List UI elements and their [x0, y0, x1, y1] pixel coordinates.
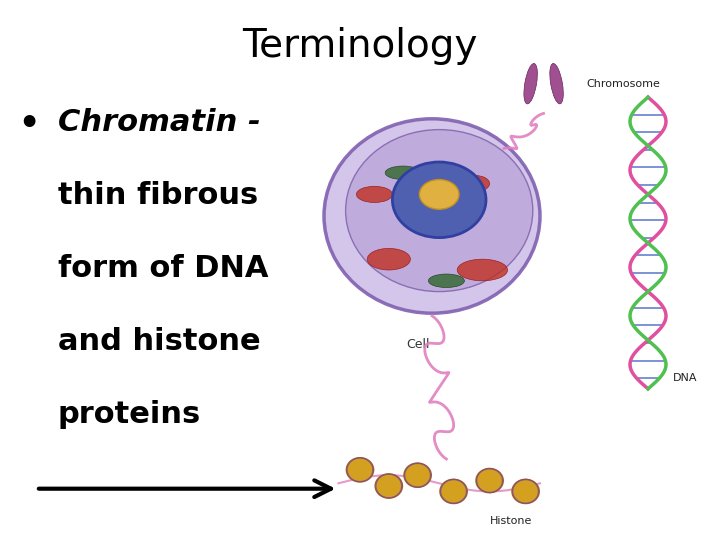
- Ellipse shape: [550, 64, 563, 104]
- Ellipse shape: [512, 480, 539, 503]
- Ellipse shape: [385, 166, 421, 179]
- Text: DNA: DNA: [673, 373, 698, 383]
- Ellipse shape: [346, 130, 533, 292]
- Ellipse shape: [550, 64, 563, 104]
- Ellipse shape: [367, 248, 410, 270]
- Ellipse shape: [524, 64, 537, 104]
- Ellipse shape: [419, 179, 459, 209]
- Ellipse shape: [461, 176, 490, 192]
- Ellipse shape: [524, 64, 537, 104]
- Ellipse shape: [375, 474, 402, 498]
- Text: form of DNA: form of DNA: [58, 254, 268, 283]
- Text: and histone: and histone: [58, 327, 260, 356]
- Text: Chromatin -: Chromatin -: [58, 108, 260, 137]
- Text: •: •: [18, 108, 40, 141]
- Ellipse shape: [440, 480, 467, 503]
- Text: Terminology: Terminology: [243, 27, 477, 65]
- Ellipse shape: [356, 186, 392, 202]
- Text: Chromosome: Chromosome: [587, 79, 661, 89]
- Ellipse shape: [476, 468, 503, 492]
- Ellipse shape: [346, 457, 374, 482]
- Ellipse shape: [324, 119, 540, 313]
- Ellipse shape: [392, 162, 486, 238]
- Ellipse shape: [404, 463, 431, 487]
- Text: proteins: proteins: [58, 400, 201, 429]
- Text: Histone: Histone: [490, 516, 532, 526]
- Ellipse shape: [428, 274, 464, 287]
- Text: Cell: Cell: [406, 338, 429, 350]
- Text: thin fibrous: thin fibrous: [58, 181, 258, 210]
- Ellipse shape: [457, 259, 508, 281]
